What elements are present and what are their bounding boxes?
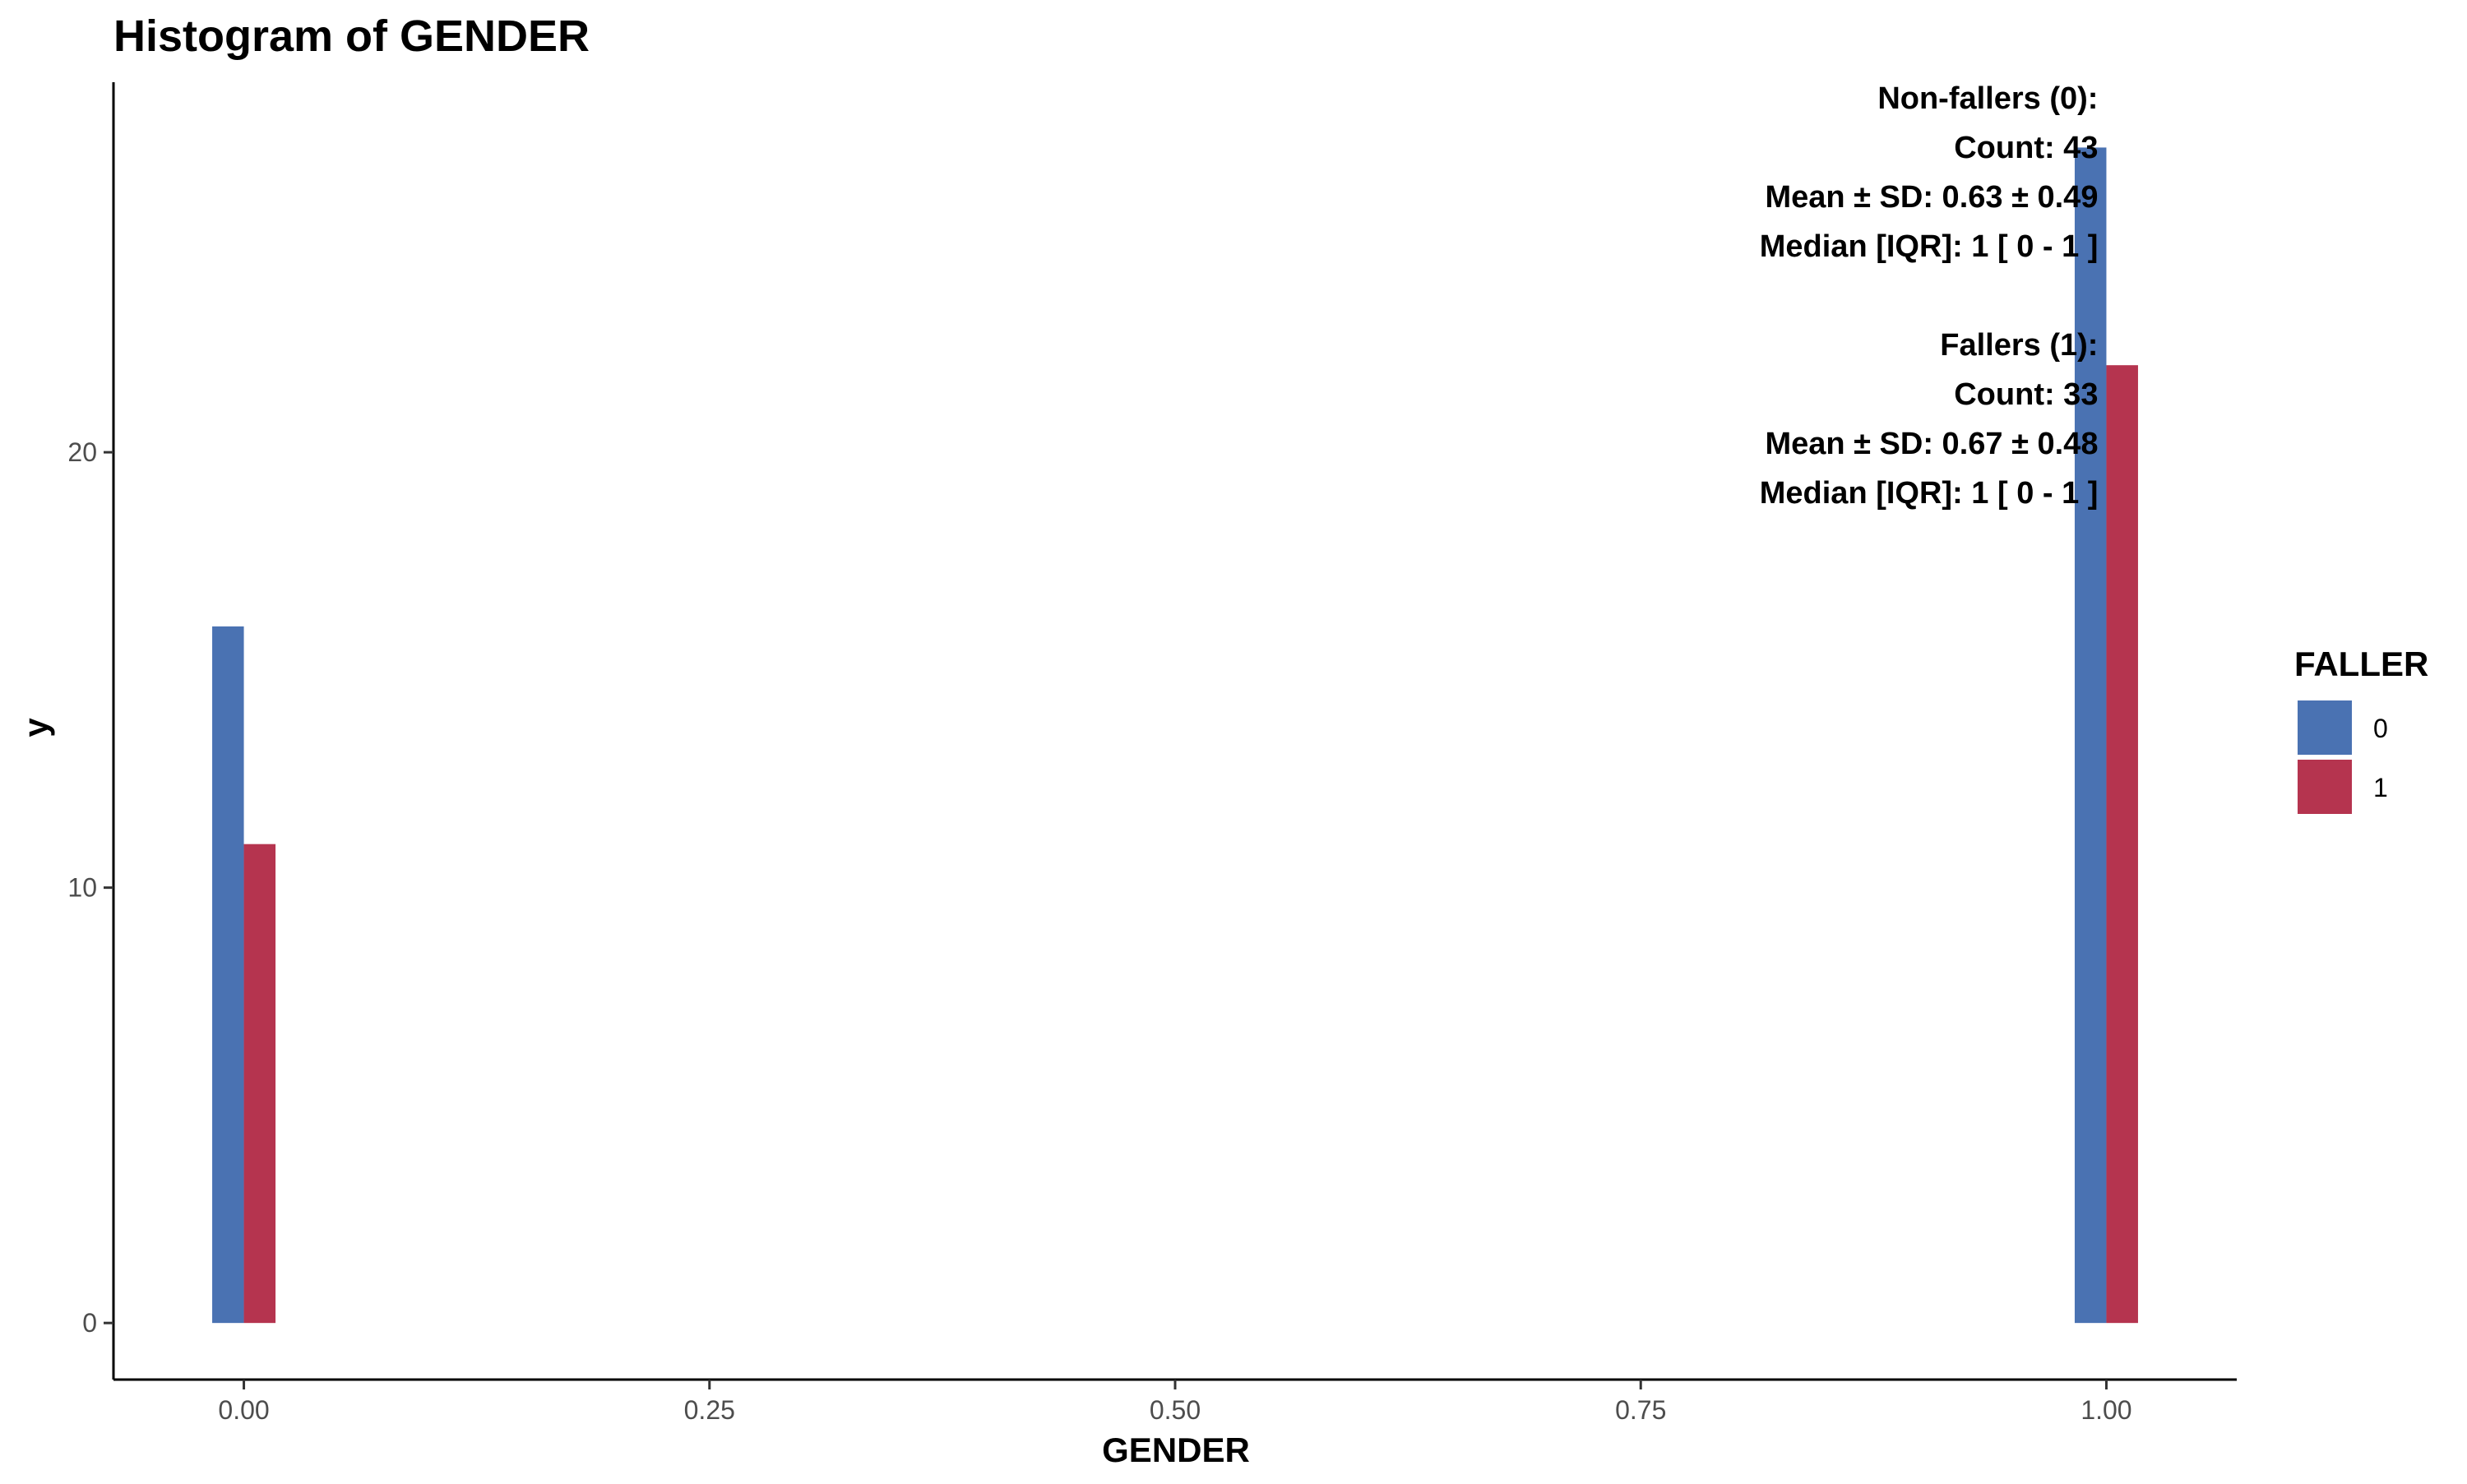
legend-swatch-0: [2298, 700, 2352, 755]
legend-title: FALLER: [2294, 645, 2428, 683]
bar-series-0-x-0: [212, 626, 244, 1324]
annotation-line: Count: 33: [1954, 377, 2098, 412]
x-tick-label: 0.50: [1150, 1395, 1201, 1425]
annotation-block: Non-fallers (0): Count: 43 Mean ± SD: 0.63…: [1760, 81, 2099, 511]
annotation-line: Count: 43: [1954, 131, 2098, 165]
annotation-line: Mean ± SD: 0.63 ± 0.49: [1765, 180, 2098, 215]
bar-series-1-x-1: [2106, 365, 2138, 1324]
y-axis-title: y: [16, 718, 55, 737]
annotation-line: Median [IQR]: 1 [ 0 - 1 ]: [1760, 229, 2099, 264]
y-tick-label: 0: [82, 1308, 97, 1338]
x-axis-title: GENDER: [1102, 1431, 1250, 1469]
y-tick-label: 10: [67, 873, 97, 903]
bar-series-0-x-1: [2074, 147, 2107, 1324]
axes-layer: 0.00 0.25 0.50 0.75 1.00 0 10 20: [67, 82, 2237, 1425]
bar-series-1-x-0: [243, 844, 276, 1324]
x-tick-label: 0.75: [1615, 1395, 1666, 1425]
annotation-line: Non-fallers (0):: [1877, 81, 2098, 116]
x-tick-label: 0.00: [218, 1395, 269, 1425]
annotation-line: Median [IQR]: 1 [ 0 - 1 ]: [1760, 476, 2099, 511]
chart-title: Histogram of GENDER: [113, 12, 590, 61]
legend-label-0: 0: [2373, 714, 2388, 743]
bars-layer: [212, 147, 2138, 1324]
annotation-line: Fallers (1):: [1940, 328, 2098, 363]
y-tick-label: 20: [67, 437, 97, 467]
legend-swatch-1: [2298, 760, 2352, 814]
annotation-line: Mean ± SD: 0.67 ± 0.48: [1765, 427, 2098, 461]
x-tick-label: 0.25: [684, 1395, 735, 1425]
legend: FALLER 0 1: [2294, 645, 2428, 814]
x-tick-label: 1.00: [2081, 1395, 2131, 1425]
legend-label-1: 1: [2373, 773, 2388, 802]
